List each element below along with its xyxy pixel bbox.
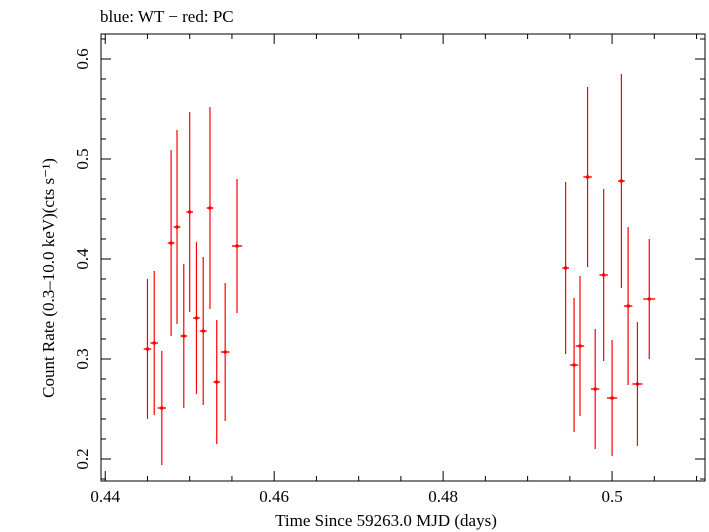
point-marker bbox=[563, 266, 568, 270]
data-point bbox=[213, 320, 221, 444]
point-marker bbox=[601, 273, 606, 277]
data-layer bbox=[143, 74, 656, 465]
y-axis-label: Count Rate (0.3–10.0 keV)(cts s⁻¹) bbox=[39, 158, 58, 398]
point-marker bbox=[585, 175, 590, 179]
data-point bbox=[157, 351, 167, 465]
data-point bbox=[231, 179, 243, 313]
point-marker bbox=[647, 297, 652, 301]
data-point bbox=[569, 298, 579, 432]
plot-frame bbox=[100, 33, 706, 482]
point-marker bbox=[214, 380, 219, 384]
point-marker bbox=[208, 206, 212, 210]
point-marker bbox=[610, 396, 614, 400]
point-marker bbox=[572, 363, 576, 367]
data-point bbox=[590, 329, 600, 449]
data-point bbox=[173, 130, 181, 324]
point-marker bbox=[181, 334, 186, 338]
point-marker bbox=[145, 347, 150, 351]
data-point bbox=[193, 242, 200, 394]
x-tick-label: 0.44 bbox=[90, 487, 120, 506]
point-marker bbox=[619, 179, 624, 183]
data-point bbox=[199, 257, 207, 405]
point-marker bbox=[593, 387, 597, 391]
data-point bbox=[206, 107, 214, 309]
point-marker bbox=[578, 344, 582, 348]
x-tick-label: 0.46 bbox=[259, 487, 289, 506]
point-marker bbox=[160, 406, 164, 410]
point-marker bbox=[235, 244, 239, 248]
x-axis-label: Time Since 59263.0 MJD (days) bbox=[275, 511, 497, 530]
point-marker bbox=[626, 304, 630, 308]
point-marker bbox=[223, 350, 227, 354]
data-point bbox=[617, 74, 625, 288]
data-point bbox=[643, 239, 656, 359]
y-tick-label: 0.5 bbox=[73, 148, 92, 169]
point-marker bbox=[194, 316, 199, 320]
data-point bbox=[632, 322, 643, 446]
data-point bbox=[150, 271, 159, 415]
data-point bbox=[186, 112, 194, 312]
data-point bbox=[167, 150, 175, 336]
data-point bbox=[575, 276, 585, 416]
data-point bbox=[220, 283, 230, 421]
point-marker bbox=[175, 225, 179, 229]
point-marker bbox=[201, 329, 206, 333]
data-point bbox=[583, 87, 592, 267]
y-axis: 0.2 0.3 0.4 0.5 0.6 bbox=[73, 38, 705, 480]
data-point bbox=[562, 182, 569, 354]
x-axis: 0.44 0.46 0.48 0.5 bbox=[90, 34, 698, 506]
y-tick-label: 0.4 bbox=[73, 248, 92, 270]
point-marker bbox=[152, 341, 157, 345]
data-point bbox=[607, 340, 618, 456]
data-point bbox=[623, 227, 633, 385]
y-tick-label: 0.6 bbox=[73, 48, 92, 69]
x-tick-label: 0.5 bbox=[601, 487, 622, 506]
y-tick-label: 0.2 bbox=[73, 448, 92, 469]
data-point bbox=[143, 279, 152, 419]
point-marker bbox=[169, 241, 173, 245]
point-marker bbox=[187, 210, 192, 214]
chart-title: blue: WT − red: PC bbox=[100, 7, 234, 26]
y-tick-label: 0.3 bbox=[73, 348, 92, 369]
data-point bbox=[180, 264, 188, 408]
x-tick-label: 0.48 bbox=[428, 487, 458, 506]
point-marker bbox=[635, 382, 640, 386]
data-point bbox=[599, 189, 608, 361]
